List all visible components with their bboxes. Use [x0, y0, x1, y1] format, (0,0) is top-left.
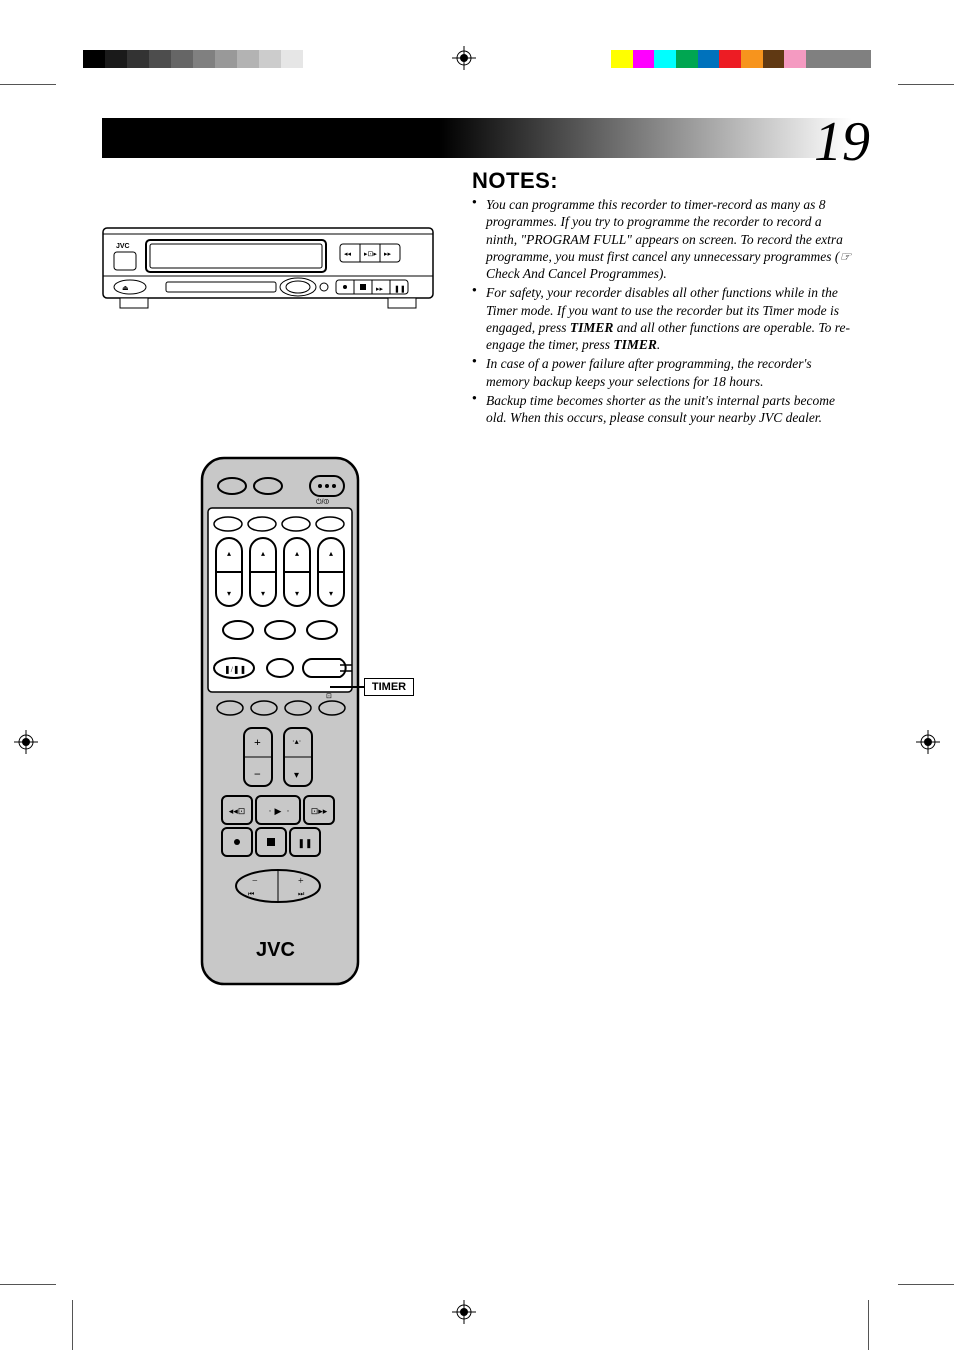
svg-text:−: −: [254, 767, 261, 781]
swatch: [719, 50, 741, 68]
svg-text:▾: ▾: [261, 589, 265, 598]
swatch: [83, 50, 105, 68]
timer-callout-lead: [330, 686, 366, 688]
svg-text:·: ·: [287, 806, 290, 816]
registration-mark-icon: [452, 1300, 476, 1324]
registration-mark-icon: [14, 730, 38, 754]
remote-illustration: ⏻/⏼ ▴ ▾ ▴ ▾ ▴ ▾ ▴ ▾ ❚/❚❚ ⊡: [200, 456, 360, 986]
svg-text:▸▸: ▸▸: [376, 285, 384, 293]
swatch: [676, 50, 698, 68]
svg-text:·▴·: ·▴·: [292, 737, 301, 746]
swatch: [259, 50, 281, 68]
svg-text:▸⊡▸: ▸⊡▸: [364, 250, 377, 258]
svg-text:⊡: ⊡: [326, 692, 332, 700]
svg-text:⏏: ⏏: [122, 284, 129, 292]
svg-text:·: ·: [269, 806, 272, 816]
swatch: [654, 50, 676, 68]
color-calibration-bar: [611, 50, 871, 68]
brand-logo: JVC: [256, 939, 295, 961]
swatch: [237, 50, 259, 68]
swatch: [741, 50, 763, 68]
note-item: For safety, your recorder disables all o…: [472, 284, 852, 353]
svg-text:⏭: ⏭: [298, 890, 305, 898]
svg-text:▾: ▾: [294, 770, 299, 781]
svg-text:◂◂⊡: ◂◂⊡: [229, 806, 246, 816]
notes-list: You can programme this recorder to timer…: [472, 196, 852, 428]
svg-text:▴: ▴: [295, 549, 299, 558]
svg-text:❚❚: ❚❚: [297, 838, 312, 849]
registration-mark-icon: [916, 730, 940, 754]
svg-text:+: +: [298, 876, 304, 887]
crop-mark: [868, 1300, 869, 1350]
note-item: In case of a power failure after program…: [472, 355, 852, 390]
svg-text:−: −: [252, 876, 258, 887]
svg-text:▶: ▶: [275, 806, 282, 816]
svg-text:+: +: [254, 735, 261, 749]
swatch: [633, 50, 655, 68]
registration-mark-icon: [452, 46, 476, 70]
svg-text:▴: ▴: [329, 549, 333, 558]
svg-text:⊡▸▸: ⊡▸▸: [311, 806, 328, 816]
crop-mark: [72, 1300, 73, 1350]
svg-text:⏮: ⏮: [248, 890, 254, 898]
swatch: [127, 50, 149, 68]
svg-text:◂◂: ◂◂: [344, 250, 352, 258]
swatch: [171, 50, 193, 68]
svg-text:❚❚: ❚❚: [394, 285, 406, 293]
svg-text:▾: ▾: [329, 589, 333, 598]
crop-mark: [0, 84, 56, 85]
swatch: [193, 50, 215, 68]
grayscale-calibration-bar: [83, 50, 303, 68]
swatch: [763, 50, 785, 68]
vcr-illustration: JVC ◂◂ ▸⊡▸ ▸▸ ▸▸ ❚❚ ⏏: [102, 222, 434, 314]
section-header-bar: [102, 118, 852, 158]
swatch: [215, 50, 237, 68]
timer-callout-label: TIMER: [364, 678, 414, 696]
swatch: [149, 50, 171, 68]
svg-text:▾: ▾: [295, 589, 299, 598]
notes-heading: NOTES:: [472, 168, 558, 194]
svg-text:▴: ▴: [227, 549, 231, 558]
page-number: 19: [814, 110, 870, 174]
swatch: [784, 50, 806, 68]
crop-mark: [0, 1284, 56, 1285]
crop-mark: [898, 1284, 954, 1285]
swatch: [806, 50, 828, 68]
swatch: [611, 50, 633, 68]
swatch: [698, 50, 720, 68]
svg-text:▸▸: ▸▸: [384, 250, 392, 258]
svg-text:▴: ▴: [261, 549, 265, 558]
svg-text:▾: ▾: [227, 589, 231, 598]
svg-text:JVC: JVC: [116, 243, 130, 250]
note-item: Backup time becomes shorter as the unit'…: [472, 392, 852, 427]
svg-text:❚/❚❚: ❚/❚❚: [224, 665, 246, 674]
swatch: [828, 50, 850, 68]
note-item: You can programme this recorder to timer…: [472, 196, 852, 282]
swatch: [849, 50, 871, 68]
swatch: [105, 50, 127, 68]
crop-mark: [898, 84, 954, 85]
swatch: [281, 50, 303, 68]
svg-text:⏻/⏼: ⏻/⏼: [316, 498, 329, 506]
